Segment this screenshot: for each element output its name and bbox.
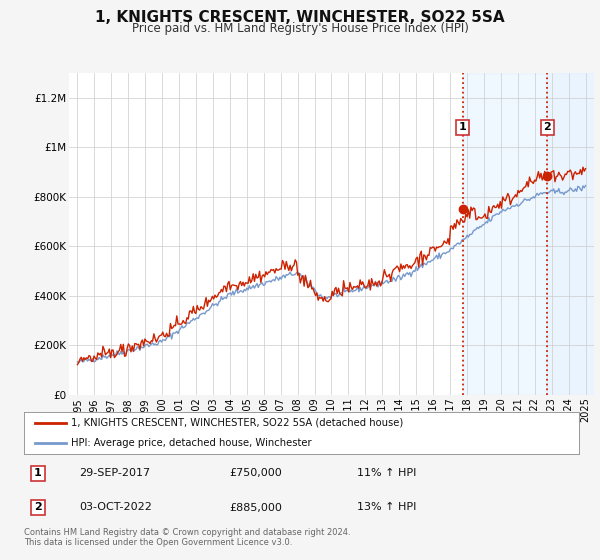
Text: £750,000: £750,000 — [229, 468, 282, 478]
Text: 11% ↑ HPI: 11% ↑ HPI — [357, 468, 416, 478]
Text: £885,000: £885,000 — [229, 502, 282, 512]
Text: Price paid vs. HM Land Registry's House Price Index (HPI): Price paid vs. HM Land Registry's House … — [131, 22, 469, 35]
Text: 1: 1 — [459, 122, 467, 132]
Text: 03-OCT-2022: 03-OCT-2022 — [79, 502, 152, 512]
Text: 1, KNIGHTS CRESCENT, WINCHESTER, SO22 5SA: 1, KNIGHTS CRESCENT, WINCHESTER, SO22 5S… — [95, 10, 505, 25]
Text: HPI: Average price, detached house, Winchester: HPI: Average price, detached house, Winc… — [71, 438, 312, 448]
Text: Contains HM Land Registry data © Crown copyright and database right 2024.
This d: Contains HM Land Registry data © Crown c… — [24, 528, 350, 547]
Text: 13% ↑ HPI: 13% ↑ HPI — [357, 502, 416, 512]
Text: 2: 2 — [544, 122, 551, 132]
Bar — [547, 73, 594, 395]
Bar — [463, 73, 547, 395]
Text: 1: 1 — [34, 468, 42, 478]
Text: 29-SEP-2017: 29-SEP-2017 — [79, 468, 151, 478]
Text: 2: 2 — [34, 502, 42, 512]
Text: 1, KNIGHTS CRESCENT, WINCHESTER, SO22 5SA (detached house): 1, KNIGHTS CRESCENT, WINCHESTER, SO22 5S… — [71, 418, 403, 428]
